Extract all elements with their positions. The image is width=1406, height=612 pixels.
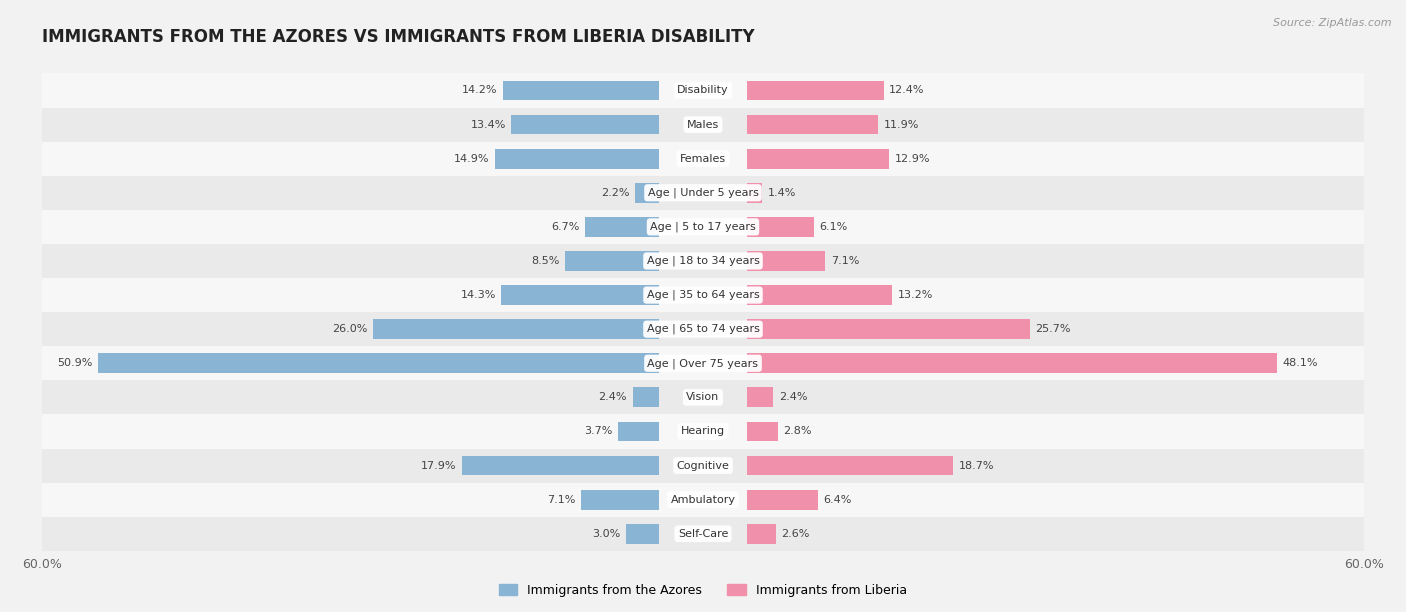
Text: Disability: Disability bbox=[678, 86, 728, 95]
Text: Age | 5 to 17 years: Age | 5 to 17 years bbox=[650, 222, 756, 232]
Bar bbox=[633, 387, 659, 407]
Bar bbox=[747, 490, 817, 510]
Text: Self-Care: Self-Care bbox=[678, 529, 728, 539]
Text: IMMIGRANTS FROM THE AZORES VS IMMIGRANTS FROM LIBERIA DISABILITY: IMMIGRANTS FROM THE AZORES VS IMMIGRANTS… bbox=[42, 28, 755, 46]
Text: 11.9%: 11.9% bbox=[883, 119, 920, 130]
Bar bbox=[747, 524, 776, 543]
Text: 6.4%: 6.4% bbox=[823, 494, 852, 505]
Bar bbox=[502, 285, 659, 305]
Text: 18.7%: 18.7% bbox=[959, 461, 994, 471]
Text: Age | 65 to 74 years: Age | 65 to 74 years bbox=[647, 324, 759, 334]
Bar bbox=[502, 81, 659, 100]
Bar bbox=[373, 319, 659, 339]
Bar bbox=[42, 449, 1364, 483]
Bar bbox=[495, 149, 659, 168]
Text: 2.8%: 2.8% bbox=[783, 427, 811, 436]
Text: 48.1%: 48.1% bbox=[1282, 358, 1317, 368]
Bar bbox=[747, 183, 762, 203]
Bar bbox=[619, 422, 659, 441]
Text: Ambulatory: Ambulatory bbox=[671, 494, 735, 505]
Text: 14.2%: 14.2% bbox=[461, 86, 498, 95]
Text: 2.2%: 2.2% bbox=[600, 188, 630, 198]
Text: 6.7%: 6.7% bbox=[551, 222, 579, 232]
Bar bbox=[42, 346, 1364, 380]
Bar bbox=[42, 380, 1364, 414]
Bar bbox=[581, 490, 659, 510]
Bar bbox=[98, 353, 659, 373]
Bar bbox=[42, 517, 1364, 551]
Text: Males: Males bbox=[688, 119, 718, 130]
Bar bbox=[512, 114, 659, 135]
Bar bbox=[565, 251, 659, 271]
Text: 7.1%: 7.1% bbox=[547, 494, 575, 505]
Bar bbox=[42, 312, 1364, 346]
Bar bbox=[747, 251, 825, 271]
Text: Age | 35 to 64 years: Age | 35 to 64 years bbox=[647, 290, 759, 300]
Bar bbox=[42, 141, 1364, 176]
Text: Cognitive: Cognitive bbox=[676, 461, 730, 471]
Legend: Immigrants from the Azores, Immigrants from Liberia: Immigrants from the Azores, Immigrants f… bbox=[494, 579, 912, 602]
Text: 17.9%: 17.9% bbox=[420, 461, 457, 471]
Text: Age | Over 75 years: Age | Over 75 years bbox=[648, 358, 758, 368]
Text: 14.3%: 14.3% bbox=[461, 290, 496, 300]
Bar bbox=[747, 149, 889, 168]
Bar bbox=[747, 81, 883, 100]
Bar bbox=[747, 353, 1277, 373]
Text: Vision: Vision bbox=[686, 392, 720, 402]
Bar bbox=[585, 217, 659, 237]
Text: Age | Under 5 years: Age | Under 5 years bbox=[648, 187, 758, 198]
Bar bbox=[42, 278, 1364, 312]
Bar bbox=[747, 422, 778, 441]
Text: 3.7%: 3.7% bbox=[585, 427, 613, 436]
Bar bbox=[747, 387, 773, 407]
Bar bbox=[42, 108, 1364, 141]
Text: 12.4%: 12.4% bbox=[889, 86, 925, 95]
Text: 2.4%: 2.4% bbox=[779, 392, 807, 402]
Bar bbox=[747, 456, 953, 476]
Bar bbox=[747, 319, 1031, 339]
Text: 2.4%: 2.4% bbox=[599, 392, 627, 402]
Bar bbox=[747, 217, 814, 237]
Text: 2.6%: 2.6% bbox=[782, 529, 810, 539]
Bar bbox=[747, 114, 879, 135]
Text: Hearing: Hearing bbox=[681, 427, 725, 436]
Bar bbox=[42, 414, 1364, 449]
Text: 12.9%: 12.9% bbox=[894, 154, 931, 163]
Text: Females: Females bbox=[681, 154, 725, 163]
Text: 25.7%: 25.7% bbox=[1036, 324, 1071, 334]
Bar bbox=[42, 483, 1364, 517]
Text: 6.1%: 6.1% bbox=[820, 222, 848, 232]
Bar bbox=[42, 73, 1364, 108]
Text: 13.4%: 13.4% bbox=[471, 119, 506, 130]
Bar bbox=[461, 456, 659, 476]
Text: Source: ZipAtlas.com: Source: ZipAtlas.com bbox=[1274, 18, 1392, 28]
Bar bbox=[626, 524, 659, 543]
Bar bbox=[42, 210, 1364, 244]
Bar bbox=[42, 244, 1364, 278]
Text: 3.0%: 3.0% bbox=[592, 529, 620, 539]
Text: 26.0%: 26.0% bbox=[332, 324, 367, 334]
Text: 14.9%: 14.9% bbox=[454, 154, 489, 163]
Text: 13.2%: 13.2% bbox=[898, 290, 934, 300]
Text: 8.5%: 8.5% bbox=[531, 256, 560, 266]
Text: 7.1%: 7.1% bbox=[831, 256, 859, 266]
Bar bbox=[634, 183, 659, 203]
Text: Age | 18 to 34 years: Age | 18 to 34 years bbox=[647, 256, 759, 266]
Text: 50.9%: 50.9% bbox=[58, 358, 93, 368]
Text: 1.4%: 1.4% bbox=[768, 188, 796, 198]
Bar bbox=[747, 285, 893, 305]
Bar bbox=[42, 176, 1364, 210]
